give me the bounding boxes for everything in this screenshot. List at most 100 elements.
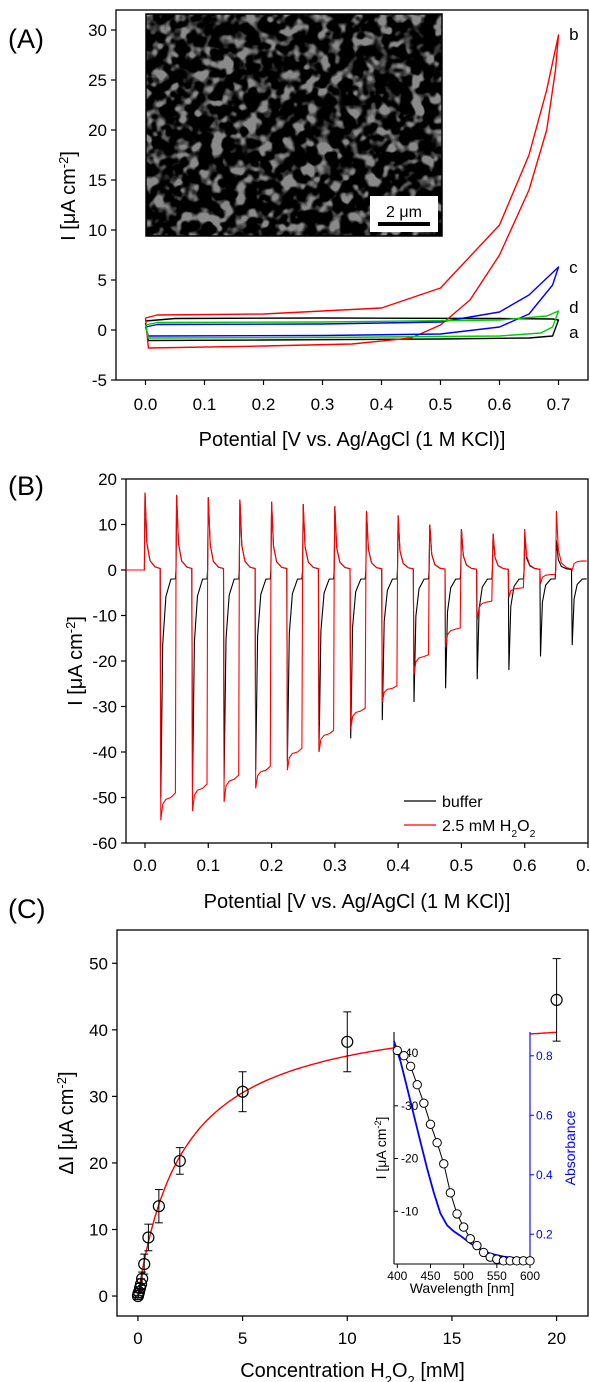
curve-label-c: c xyxy=(569,258,578,277)
x-tick-label: 0.7 xyxy=(576,856,590,875)
y-tick-label: 25 xyxy=(88,71,107,90)
x-tick-label: 0.4 xyxy=(370,395,394,414)
inset-current-point xyxy=(405,1061,416,1071)
x-axis-label: Potential [V vs. Ag/AgCl (1 M KCl)] xyxy=(204,891,511,913)
inset-y-axis-label-right: Absorbance xyxy=(562,1110,578,1185)
inset-y-axis-label-left: I [μA cm-2] xyxy=(373,1117,389,1180)
scale-bar-label: 2 μm xyxy=(386,204,422,221)
data-point xyxy=(550,993,563,1006)
x-tick-label: 0.3 xyxy=(311,395,335,414)
x-tick-label: 5 xyxy=(238,1329,247,1348)
y-tick-label: 10 xyxy=(89,1220,108,1239)
x-tick-label: 10 xyxy=(338,1329,357,1348)
x-tick-label: 15 xyxy=(442,1329,461,1348)
data-point xyxy=(136,1272,149,1285)
curve-label-b: b xyxy=(569,25,578,44)
y-tick-label: 30 xyxy=(88,21,107,40)
x-tick-label: 0.2 xyxy=(252,395,276,414)
data-point xyxy=(138,1257,151,1271)
y-tick-label: 5 xyxy=(98,271,107,290)
trace-h2o2 xyxy=(126,492,587,821)
y-axis-label: I [μA cm-2] xyxy=(63,616,88,706)
inset-y-tick-label-right: 0.4 xyxy=(536,1168,553,1182)
y-tick-label: 50 xyxy=(89,954,108,973)
absorbance-curve xyxy=(393,1040,530,1259)
x-axis-label: Concentration H2O2 [mM] xyxy=(240,1360,465,1382)
y-axis-label: ΔI [μA cm-2] xyxy=(54,1071,79,1174)
inset-current-point xyxy=(432,1138,442,1148)
y-tick-label: -60 xyxy=(92,834,117,853)
inset-current-point xyxy=(452,1209,462,1219)
y-tick-label: 0 xyxy=(108,561,117,580)
y-tick-label: -50 xyxy=(92,789,117,808)
y-tick-label: -40 xyxy=(92,743,117,762)
curve-label-a: a xyxy=(569,323,579,342)
x-tick-label: 0.6 xyxy=(488,395,512,414)
cv-curve-d xyxy=(144,310,560,339)
inset-x-axis-label: Wavelength [nm] xyxy=(410,1280,515,1296)
y-tick-label: 40 xyxy=(89,1021,108,1040)
x-tick-label: 0.1 xyxy=(193,395,217,414)
cv-curve-a xyxy=(144,317,560,342)
trace-buffer xyxy=(126,492,587,798)
y-tick-label: 15 xyxy=(88,171,107,190)
x-tick-label: 20 xyxy=(547,1329,566,1348)
x-axis-label: Potential [V vs. Ag/AgCl (1 M KCl)] xyxy=(199,429,506,451)
inset-current-point xyxy=(419,1098,429,1108)
x-tick-label: 0.0 xyxy=(133,856,157,875)
y-tick-label: 0 xyxy=(98,321,107,340)
x-tick-label: 0.4 xyxy=(386,856,410,875)
panel-label-c: (C) xyxy=(8,894,45,924)
inset-current-point xyxy=(478,1247,489,1258)
y-tick-label: 10 xyxy=(98,516,117,535)
y-tick-label: 30 xyxy=(89,1087,108,1106)
y-tick-label: -5 xyxy=(92,371,107,390)
inset-current-point xyxy=(425,1119,436,1129)
inset-current-point xyxy=(445,1188,456,1198)
y-tick-label: 0 xyxy=(99,1287,108,1306)
scale-bar xyxy=(378,222,430,226)
inset-y-tick-label-left: -30 xyxy=(401,1099,419,1113)
x-tick-label: 0.5 xyxy=(450,856,474,875)
inset-current-point xyxy=(525,1256,535,1266)
inset-x-tick-label: 550 xyxy=(487,1269,507,1283)
inset-current-point xyxy=(392,1045,403,1056)
cv-curve-c xyxy=(144,266,560,337)
panel-label-b: (B) xyxy=(8,471,44,501)
x-tick-label: 0.5 xyxy=(429,395,453,414)
inset-current-point xyxy=(472,1240,482,1251)
data-point xyxy=(152,1200,165,1213)
y-tick-label: -30 xyxy=(92,698,117,717)
plot-frame xyxy=(125,478,589,844)
data-point xyxy=(341,1035,354,1048)
data-point xyxy=(142,1231,155,1244)
x-tick-label: 0.2 xyxy=(260,856,284,875)
inset-current-point xyxy=(439,1159,449,1169)
inset-current-point xyxy=(399,1051,409,1061)
chart-b: -60 -50 -40 -30 -20 -10 0 10 20 0.0 0.1 0.2 0.3 0.4 0.… xyxy=(63,470,590,913)
chart-a: -5 0 5 10 15 20 25 30 0.0 0.1 0.2 0.3 0.4 0.5 0.6 0.7 I … xyxy=(56,9,589,451)
inset-y-tick-label-right: 0.6 xyxy=(536,1108,553,1122)
inset-x-tick-label: 450 xyxy=(420,1269,440,1283)
y-tick-label: -20 xyxy=(92,652,117,671)
x-tick-label: 0.6 xyxy=(513,856,537,875)
inset-x-tick-label: 600 xyxy=(520,1269,540,1283)
data-point xyxy=(236,1085,249,1098)
inset-current-point xyxy=(465,1233,475,1244)
inset-x-tick-label: 500 xyxy=(454,1269,474,1283)
sem-inset-border xyxy=(145,13,443,237)
x-tick-label: 0.3 xyxy=(323,856,347,875)
y-axis-label: I [μA cm-2] xyxy=(56,151,81,241)
inset-current-point xyxy=(412,1080,422,1090)
data-point xyxy=(173,1154,186,1168)
panel-label-a: (A) xyxy=(8,24,44,54)
inset-y-tick-label-left: -10 xyxy=(401,1204,419,1218)
x-tick-label: 0.1 xyxy=(196,856,220,875)
x-tick-label: 0 xyxy=(133,1329,142,1348)
curve-label-d: d xyxy=(569,298,578,317)
inset-y-tick-label-left: -20 xyxy=(401,1152,419,1166)
y-tick-label: 20 xyxy=(98,470,117,489)
inset-y-tick-label-right: 0.2 xyxy=(536,1227,553,1241)
